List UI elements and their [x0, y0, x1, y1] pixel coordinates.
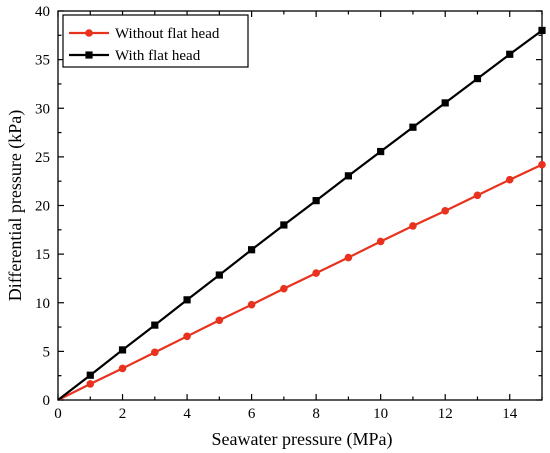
data-point	[473, 74, 482, 83]
data-point	[441, 207, 450, 215]
series-1	[57, 160, 546, 401]
data-point	[248, 246, 256, 254]
legend-marker	[85, 29, 93, 37]
legend: Without flat head With flat head	[62, 14, 249, 68]
legend-label: With flat head	[115, 48, 201, 64]
legend-label: Without flat head	[115, 26, 220, 42]
data-point	[344, 172, 352, 180]
data-point	[183, 332, 191, 341]
series-layer	[57, 26, 546, 401]
legend-item: Without flat head	[69, 26, 220, 42]
y-axis-title: Differential pressure (kPa)	[5, 110, 26, 302]
y-tick-label: 20	[35, 199, 50, 215]
data-point	[183, 296, 191, 304]
data-point	[280, 284, 288, 293]
legend-marker	[85, 51, 93, 59]
y-tick-label: 30	[35, 101, 50, 117]
x-tick-label: 6	[248, 406, 256, 422]
data-point	[441, 99, 449, 107]
x-tick-label: 12	[438, 406, 453, 422]
data-point	[505, 175, 514, 184]
x-tick-label: 10	[373, 406, 388, 422]
data-point	[506, 50, 514, 58]
data-point	[538, 26, 546, 35]
data-point	[247, 300, 256, 309]
y-tick-label: 25	[35, 150, 50, 166]
data-point	[151, 321, 159, 329]
data-point	[118, 364, 127, 373]
x-tick-label: 0	[54, 406, 62, 422]
tick-labels: 0 2 4 6 8 10 12 14 0 5 10 15 20 25 30 35 40	[35, 4, 518, 422]
data-point	[118, 346, 127, 354]
data-point	[312, 197, 320, 205]
axis-ticks	[57, 10, 543, 401]
y-tick-label: 40	[35, 4, 50, 20]
plot-frame	[57, 10, 543, 401]
x-tick-label: 8	[312, 406, 320, 422]
x-tick-label: 2	[119, 406, 127, 422]
data-point	[344, 253, 353, 262]
y-tick-label: 35	[35, 53, 50, 69]
series-line	[57, 163, 543, 401]
legend-box	[62, 14, 249, 68]
plot-border	[57, 10, 543, 401]
x-tick-label: 14	[502, 406, 518, 422]
data-point	[215, 271, 223, 279]
y-tick-label: 10	[35, 296, 50, 312]
data-point	[538, 160, 546, 169]
legend-item: With flat head	[69, 48, 201, 64]
series-line	[57, 29, 543, 401]
data-point	[409, 123, 417, 131]
series-2	[57, 26, 546, 401]
data-point	[280, 221, 288, 229]
data-point	[86, 371, 94, 379]
data-point	[377, 147, 385, 156]
y-tick-label: 15	[35, 247, 50, 263]
data-point	[215, 316, 224, 325]
data-point	[151, 348, 159, 357]
data-point	[376, 237, 385, 246]
x-tick-label: 4	[183, 406, 191, 422]
y-tick-label: 5	[43, 344, 51, 360]
data-point	[86, 380, 95, 388]
data-point	[312, 269, 320, 277]
x-axis-title: Seawater pressure (MPa)	[212, 429, 393, 450]
data-point	[409, 222, 417, 230]
data-point	[473, 191, 482, 200]
y-tick-label: 0	[43, 393, 51, 409]
